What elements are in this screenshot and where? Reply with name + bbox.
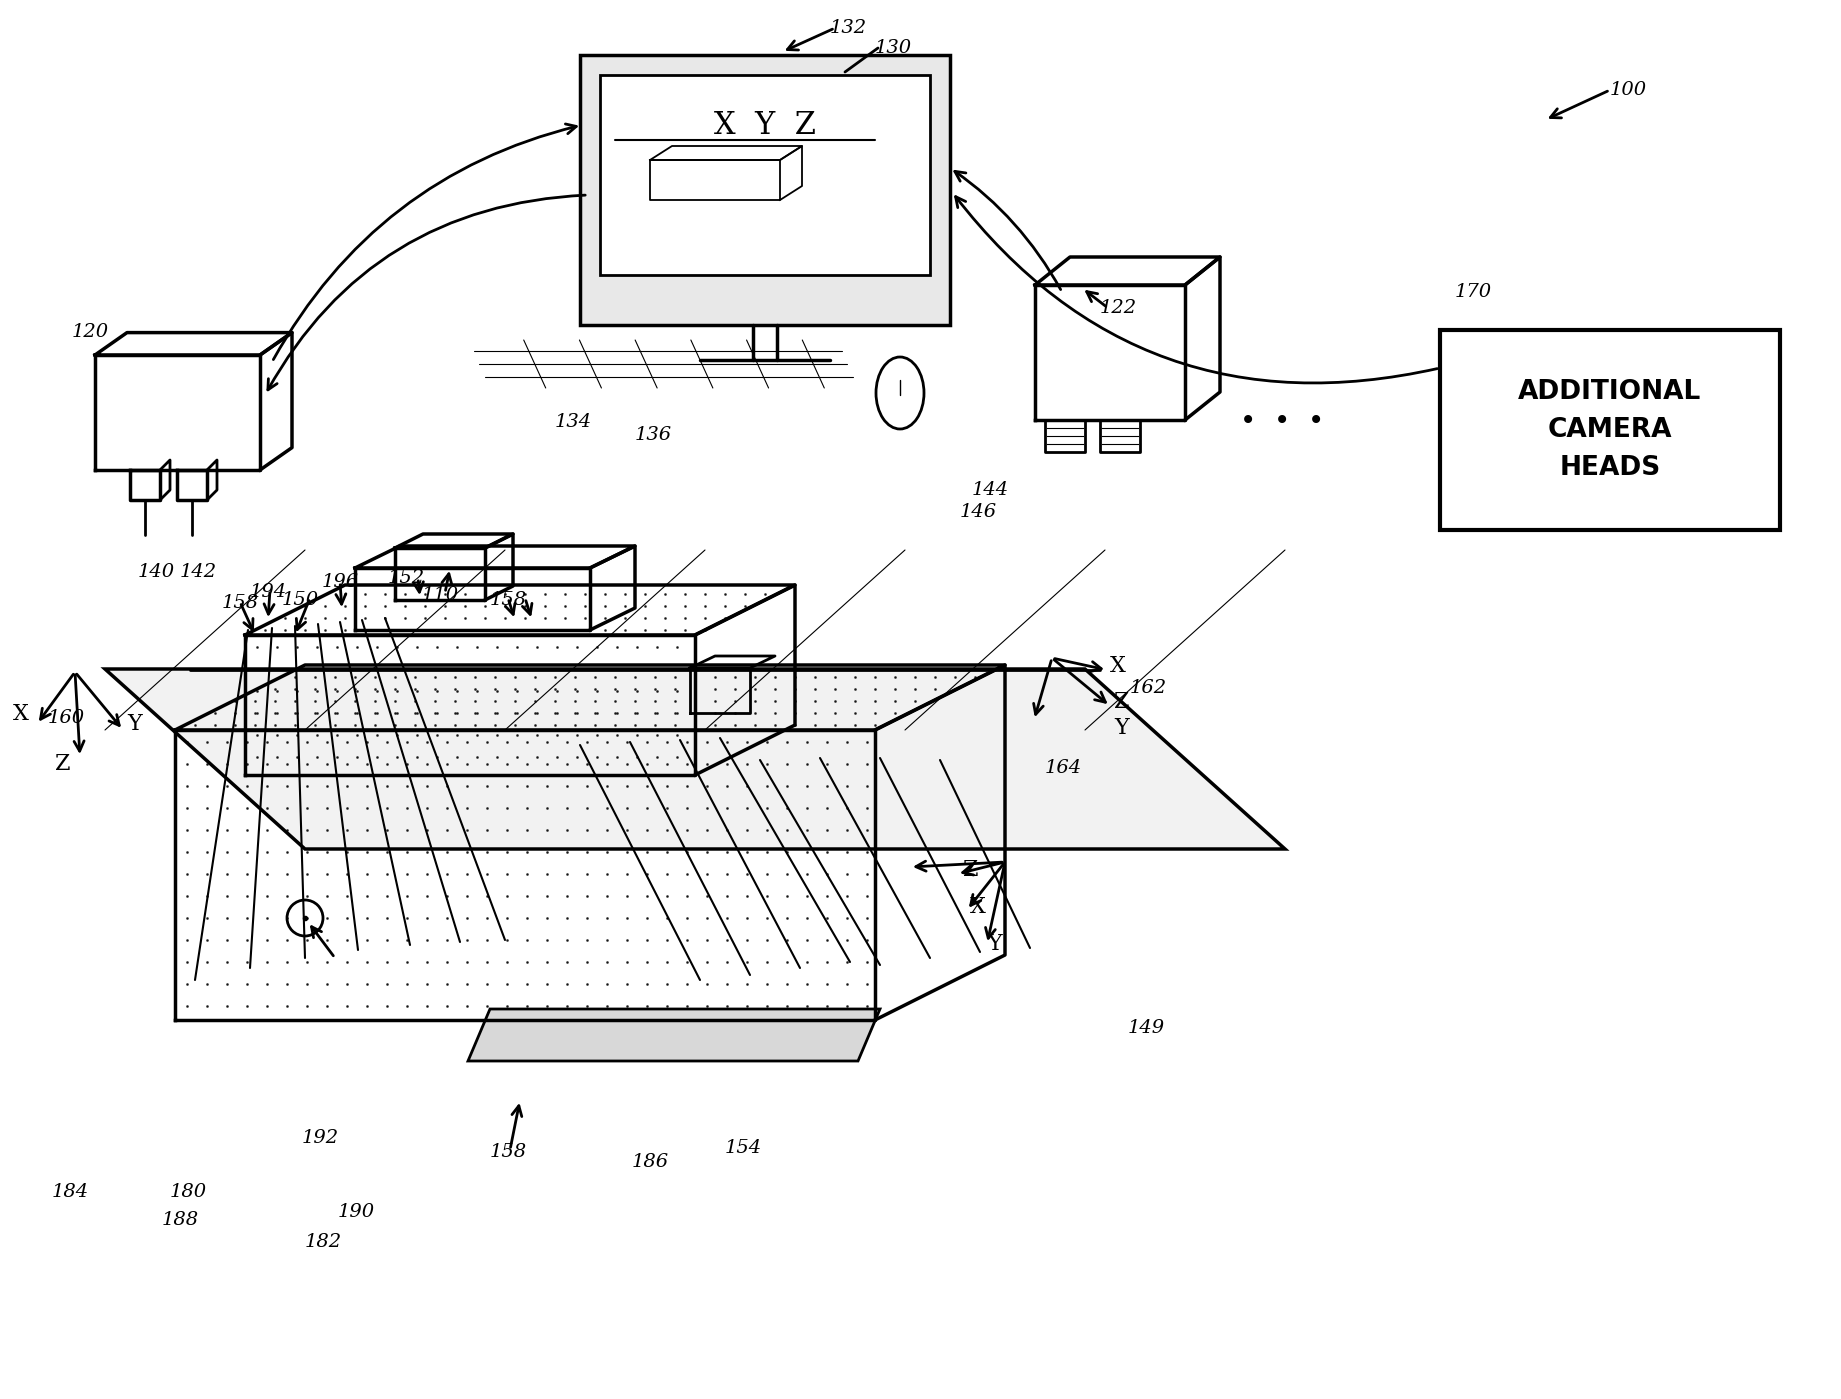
Text: 190: 190 bbox=[339, 1203, 376, 1221]
Text: ADDITIONAL
CAMERA
HEADS: ADDITIONAL CAMERA HEADS bbox=[1519, 379, 1701, 481]
Text: 194: 194 bbox=[250, 583, 287, 602]
Ellipse shape bbox=[876, 357, 924, 429]
Text: 149: 149 bbox=[1129, 1018, 1165, 1037]
Text: 188: 188 bbox=[162, 1212, 199, 1228]
Text: 158: 158 bbox=[490, 1143, 527, 1161]
Text: 160: 160 bbox=[48, 709, 85, 727]
Text: Y: Y bbox=[987, 933, 1002, 956]
Text: 132: 132 bbox=[830, 20, 867, 36]
Polygon shape bbox=[105, 669, 1285, 849]
Text: 158: 158 bbox=[223, 595, 260, 611]
Text: 192: 192 bbox=[302, 1129, 339, 1147]
Text: X: X bbox=[13, 704, 29, 725]
Text: 196: 196 bbox=[322, 574, 359, 590]
Text: Z: Z bbox=[1114, 691, 1130, 713]
Text: 146: 146 bbox=[959, 504, 998, 520]
Text: X: X bbox=[970, 895, 987, 918]
Text: 152: 152 bbox=[388, 569, 425, 588]
Text: 182: 182 bbox=[306, 1233, 342, 1251]
Text: Y: Y bbox=[1114, 718, 1129, 739]
Text: Z: Z bbox=[963, 859, 979, 881]
Text: 186: 186 bbox=[631, 1153, 668, 1171]
Text: X: X bbox=[1110, 655, 1127, 677]
Text: 180: 180 bbox=[169, 1184, 208, 1200]
Text: 100: 100 bbox=[1611, 81, 1648, 99]
Polygon shape bbox=[468, 1009, 880, 1060]
Text: 170: 170 bbox=[1454, 283, 1491, 301]
Polygon shape bbox=[580, 55, 950, 325]
Text: 134: 134 bbox=[554, 413, 593, 431]
Text: •  •  •: • • • bbox=[1239, 409, 1324, 435]
Text: 154: 154 bbox=[725, 1139, 762, 1157]
Text: Z: Z bbox=[55, 753, 70, 775]
Text: 122: 122 bbox=[1101, 299, 1138, 318]
Text: 184: 184 bbox=[52, 1184, 88, 1200]
Text: 110: 110 bbox=[422, 586, 458, 604]
Text: 164: 164 bbox=[1046, 760, 1083, 776]
Text: 144: 144 bbox=[972, 481, 1009, 499]
Text: 136: 136 bbox=[635, 427, 672, 443]
Text: 150: 150 bbox=[282, 590, 318, 609]
Text: X  Y  Z: X Y Z bbox=[714, 111, 816, 141]
Text: 120: 120 bbox=[72, 323, 109, 341]
Text: 142: 142 bbox=[180, 562, 217, 581]
Text: 140: 140 bbox=[138, 562, 175, 581]
Text: 162: 162 bbox=[1130, 679, 1167, 697]
Text: 130: 130 bbox=[874, 39, 911, 57]
Text: Y: Y bbox=[127, 713, 142, 734]
Polygon shape bbox=[600, 76, 930, 276]
Text: 158: 158 bbox=[490, 590, 527, 609]
